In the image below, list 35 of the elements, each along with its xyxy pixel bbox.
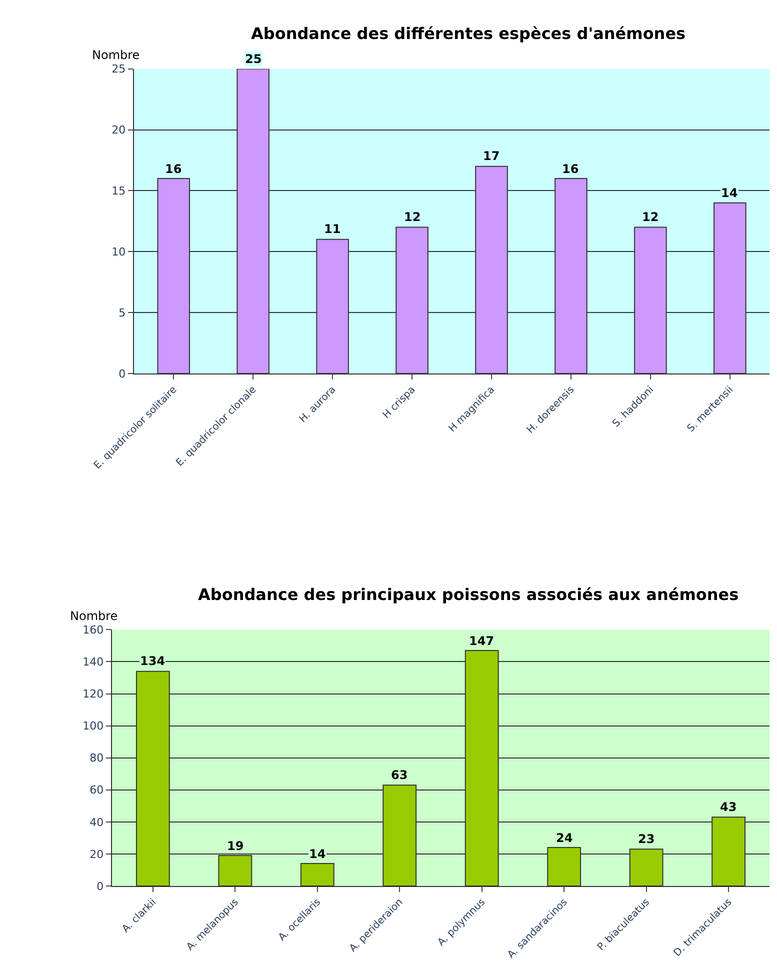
y-tick-label: 120 (82, 688, 104, 701)
y-tick-label: 0 (96, 880, 104, 893)
y-tick-label: 140 (82, 656, 104, 669)
data-label: 25 (245, 52, 262, 66)
data-label: 16 (562, 162, 579, 176)
y-axis-title: Nombre (92, 48, 140, 62)
y-tick-label: 20 (90, 848, 104, 861)
y-tick-label: 100 (82, 720, 104, 733)
y-tick-label: 40 (90, 816, 104, 829)
data-label: 147 (469, 634, 494, 648)
data-label: 23 (638, 832, 655, 846)
y-tick-label: 20 (112, 124, 126, 137)
chart-title: Abondance des principaux poissons associés aux anémones (198, 585, 739, 604)
chart-title: Abondance des différentes espèces d'anémones (251, 24, 686, 43)
data-label: 63 (391, 768, 408, 782)
data-label: 17 (483, 149, 500, 163)
y-tick-label: 15 (112, 184, 126, 198)
y-tick-label: 60 (90, 784, 104, 797)
data-label: 24 (556, 831, 573, 845)
data-label: 12 (642, 210, 659, 224)
data-label: 16 (165, 162, 182, 176)
data-label: 14 (309, 847, 326, 861)
y-axis-title: Nombre (70, 609, 118, 623)
data-label: 14 (721, 186, 738, 200)
data-label: 19 (227, 839, 244, 853)
y-tick-label: 5 (118, 306, 126, 320)
data-label: 43 (720, 800, 737, 814)
data-label: 11 (324, 222, 341, 236)
y-tick-label: 80 (90, 752, 104, 765)
data-label: 134 (140, 654, 166, 668)
y-tick-label: 25 (112, 62, 126, 76)
y-tick-label: 0 (118, 367, 126, 380)
data-label: 12 (404, 210, 421, 224)
y-tick-label: 10 (112, 245, 126, 258)
y-tick-label: 160 (82, 624, 104, 637)
